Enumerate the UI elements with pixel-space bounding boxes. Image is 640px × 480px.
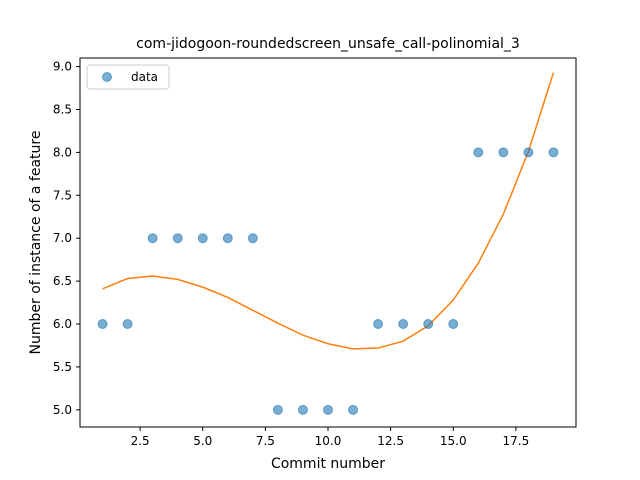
x-tick-label: 5.0 (193, 434, 212, 448)
y-tick-label: 9.0 (53, 60, 72, 74)
data-point (297, 404, 308, 415)
x-tick-label: 10.0 (315, 434, 342, 448)
data-point (373, 319, 384, 330)
y-axis-ticks: 5.0 5.5 6.0 6.5 7.0 7.5 8.0 8.5 9.0 (53, 60, 80, 417)
legend-marker-data (102, 72, 112, 82)
y-tick-label: 7.0 (53, 231, 72, 245)
chart-title: com-jidogoon-roundedscreen_unsafe_call-p… (136, 36, 520, 52)
x-axis-label: Commit number (271, 456, 385, 472)
legend-label-data: data (131, 70, 158, 84)
x-axis-ticks: 2.5 5.0 7.5 10.0 12.5 15.0 17.5 (131, 427, 530, 448)
data-point (122, 319, 133, 330)
data-point (523, 147, 534, 158)
y-tick-label: 5.5 (53, 360, 72, 374)
data-point (222, 233, 233, 244)
data-point (247, 233, 258, 244)
plot-frame (79, 57, 577, 428)
data-point (323, 404, 333, 415)
data-point (423, 319, 434, 330)
fit-line (102, 72, 555, 350)
data-point (172, 233, 183, 244)
x-tick-label: 2.5 (131, 434, 150, 448)
y-tick-label: 5.0 (53, 403, 72, 417)
y-tick-label: 6.0 (53, 317, 72, 331)
x-tick-label: 17.5 (503, 434, 530, 448)
data-point (448, 319, 459, 330)
data-point (147, 233, 158, 244)
data-point (97, 319, 108, 330)
data-point (548, 147, 559, 158)
y-tick-label: 8.5 (53, 102, 72, 116)
data-point (348, 404, 359, 415)
plot-background (80, 58, 576, 427)
legend-box (86, 64, 170, 90)
x-tick-label: 12.5 (377, 434, 404, 448)
data-point (473, 147, 484, 158)
y-axis-label: Number of instance of a feature (28, 131, 44, 355)
x-tick-label: 15.0 (440, 434, 467, 448)
data-point (398, 319, 409, 330)
legend: data (86, 64, 170, 90)
series-layer (97, 72, 559, 415)
y-tick-label: 8.0 (53, 145, 72, 159)
y-tick-label: 7.5 (53, 188, 72, 202)
data-point (272, 404, 283, 415)
data-point (197, 233, 208, 244)
y-tick-label: 6.5 (53, 274, 72, 288)
x-tick-label: 7.5 (256, 434, 275, 448)
data-point (498, 147, 509, 158)
